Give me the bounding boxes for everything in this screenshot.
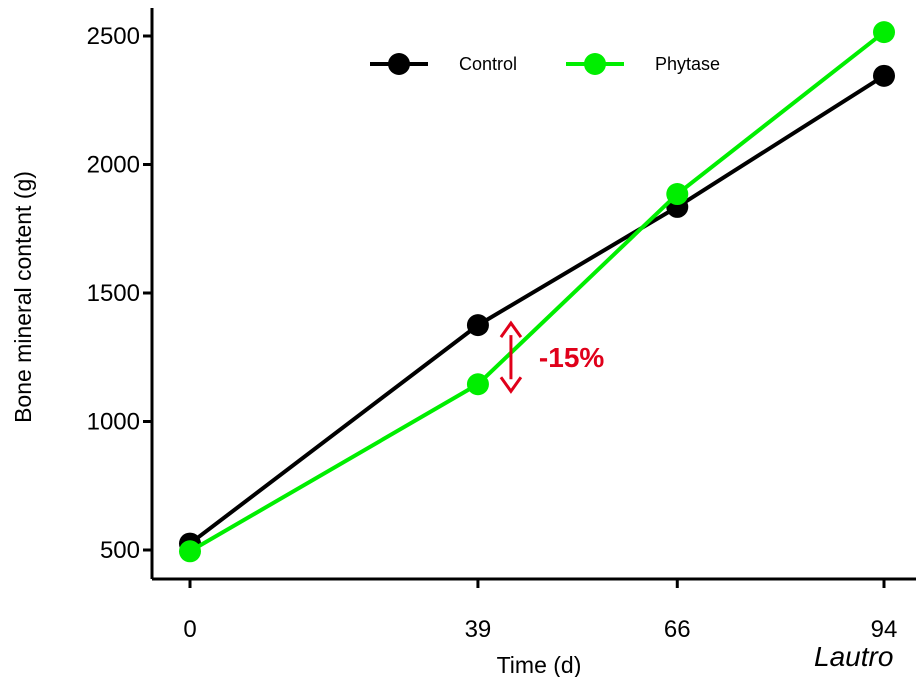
- legend-label-phytase: Phytase: [655, 54, 720, 74]
- y-tick-label: 2000: [87, 152, 140, 179]
- y-tick-label: 1000: [87, 409, 140, 436]
- x-tick-label: 0: [183, 616, 196, 643]
- series-layer: [179, 21, 895, 563]
- x-axis-title: Time (d): [497, 652, 582, 677]
- source-credit: Lautro: [814, 641, 893, 672]
- series-line-control: [188, 74, 886, 546]
- y-tick-label: 500: [100, 537, 140, 564]
- y-tick-label: 1500: [87, 280, 140, 307]
- y-axis-title: Bone mineral content (g): [10, 171, 36, 423]
- series-line-phytase: [188, 30, 886, 554]
- y-ticks: 500 1000 1500 2000 2500: [87, 23, 152, 564]
- legend-label-control: Control: [459, 54, 517, 74]
- data-point-phytase: [666, 183, 689, 206]
- series-phytase: [179, 21, 895, 563]
- data-point-phytase: [466, 373, 489, 396]
- data-point-phytase: [179, 540, 201, 563]
- x-tick-label: 94: [871, 616, 898, 643]
- y-tick-label: 2500: [87, 23, 140, 50]
- data-point-control: [873, 64, 895, 87]
- series-control: [179, 64, 895, 555]
- annotation-arrow-head-down: [499, 376, 523, 394]
- data-point-control: [466, 314, 489, 337]
- legend-swatch-marker: [584, 53, 606, 75]
- annotation-label: -15%: [539, 342, 604, 373]
- x-tick-label: 39: [465, 616, 492, 643]
- annotation-arrow-head-up: [499, 320, 523, 338]
- legend-swatch-marker: [388, 53, 410, 75]
- legend: Control Phytase: [370, 53, 720, 75]
- data-point-phytase: [873, 21, 895, 44]
- x-ticks: 0 39 66 94: [183, 579, 897, 643]
- annotation-layer: -15%: [499, 320, 604, 394]
- x-tick-label: 66: [664, 616, 691, 643]
